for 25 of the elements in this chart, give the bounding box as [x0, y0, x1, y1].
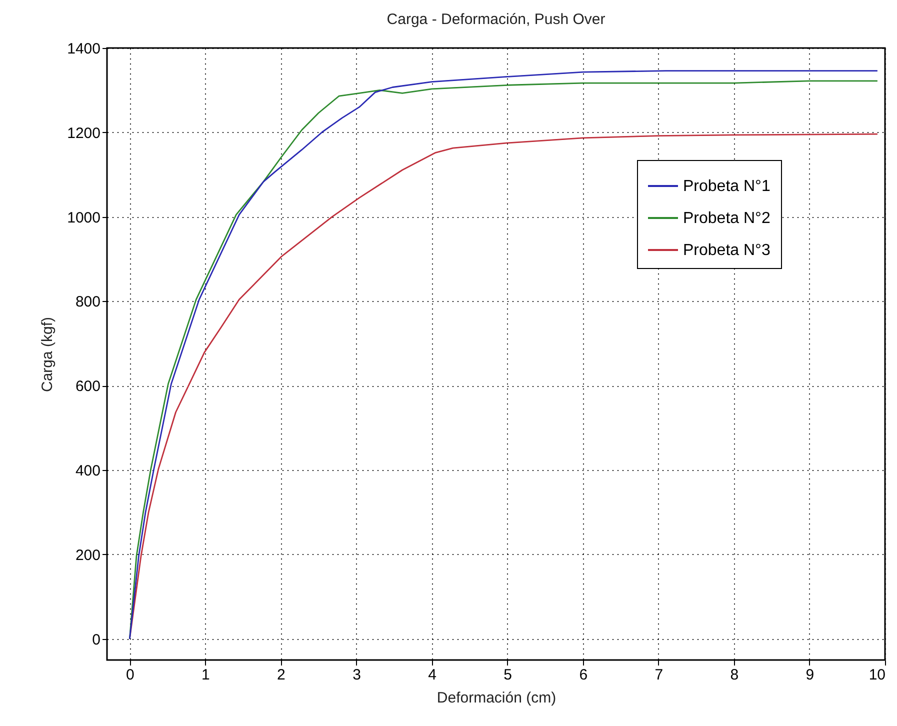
y-tick-label: 1000 — [67, 209, 100, 226]
x-tick-label: 9 — [806, 666, 814, 684]
x-tick-label: 5 — [504, 666, 512, 684]
y-tick-label: 200 — [75, 546, 100, 564]
y-tick-label: 600 — [75, 378, 100, 396]
y-tick-label: 0 — [92, 631, 100, 648]
y-tick-label: 1200 — [67, 124, 100, 142]
legend-label: Probeta N°1 — [683, 178, 770, 195]
x-tick-label: 0 — [126, 666, 134, 684]
x-tick-label: 8 — [730, 666, 739, 684]
y-tick-label: 800 — [75, 294, 100, 311]
y-axis-title: Carga (kgf) — [39, 316, 56, 392]
x-tick-label: 2 — [277, 666, 286, 684]
legend-label: Probeta N°3 — [683, 242, 770, 259]
x-tick-label: 1 — [202, 666, 210, 684]
chart-title: Carga - Deformación, Push Over — [386, 11, 606, 28]
y-tick-label: 400 — [75, 462, 100, 480]
x-tick-label: 3 — [352, 666, 361, 684]
x-axis-title: Deformación (cm) — [436, 690, 556, 706]
x-tick-label: 6 — [579, 666, 588, 684]
legend-label: Probeta N°2 — [683, 210, 770, 227]
x-tick-label: 10 — [868, 666, 886, 684]
y-tick-label: 1400 — [67, 40, 100, 58]
x-tick-label: 4 — [428, 666, 436, 684]
x-tick-label: 7 — [654, 666, 664, 684]
